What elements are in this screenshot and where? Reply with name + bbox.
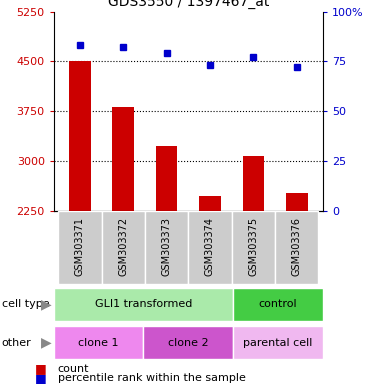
Bar <box>233 326 323 359</box>
Bar <box>54 326 144 359</box>
Bar <box>243 156 264 211</box>
Bar <box>188 211 232 284</box>
Bar <box>144 326 233 359</box>
Bar <box>275 211 318 284</box>
Bar <box>199 196 221 211</box>
Bar <box>58 211 102 284</box>
Text: ■: ■ <box>35 372 47 384</box>
Bar <box>102 211 145 284</box>
Text: cell type: cell type <box>2 299 49 310</box>
Text: GSM303376: GSM303376 <box>292 217 302 276</box>
Bar <box>69 61 91 211</box>
Text: ▶: ▶ <box>41 297 52 311</box>
Text: GSM303375: GSM303375 <box>248 217 258 276</box>
Bar <box>156 146 177 211</box>
Bar <box>145 211 188 284</box>
Text: ▶: ▶ <box>41 336 52 350</box>
Text: control: control <box>259 299 297 310</box>
Text: GSM303374: GSM303374 <box>205 217 215 276</box>
Text: GLI1 transformed: GLI1 transformed <box>95 299 192 310</box>
Text: GSM303372: GSM303372 <box>118 217 128 276</box>
Text: count: count <box>58 364 89 374</box>
Text: clone 2: clone 2 <box>168 338 209 348</box>
Text: ■: ■ <box>35 362 47 375</box>
Text: GSM303371: GSM303371 <box>75 217 85 276</box>
Bar <box>286 193 308 211</box>
Text: parental cell: parental cell <box>243 338 313 348</box>
Title: GDS3550 / 1397467_at: GDS3550 / 1397467_at <box>108 0 269 9</box>
Bar <box>232 211 275 284</box>
Text: percentile rank within the sample: percentile rank within the sample <box>58 373 245 383</box>
Bar <box>233 288 323 321</box>
Text: other: other <box>2 338 32 348</box>
Text: clone 1: clone 1 <box>78 338 119 348</box>
Text: GSM303373: GSM303373 <box>162 217 172 276</box>
Bar <box>112 107 134 211</box>
Bar <box>54 288 233 321</box>
